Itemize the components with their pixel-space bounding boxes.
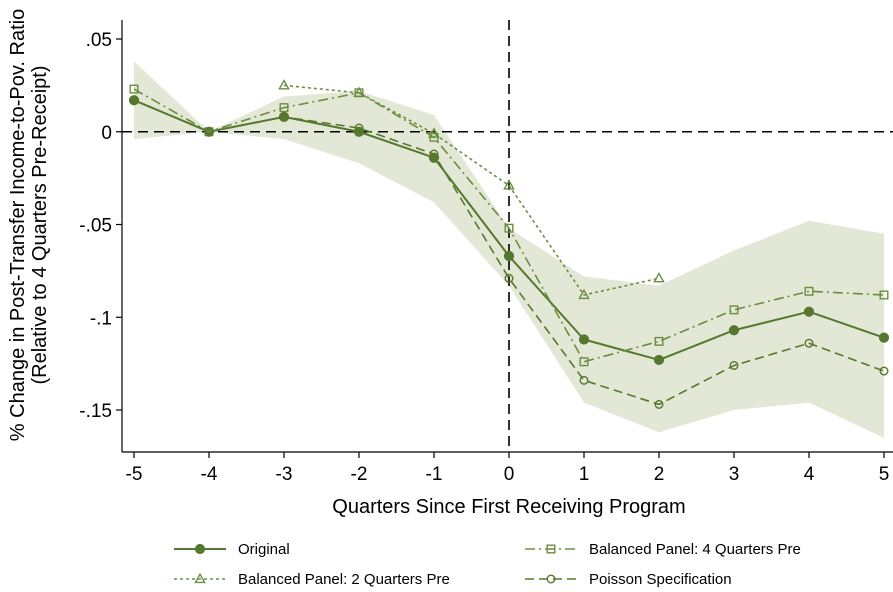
data-point (729, 305, 739, 315)
y-axis-title-line1: % Change in Post-Transfer Income-to-Pov.… (7, 9, 29, 441)
y-tick-label: -.1 (90, 308, 112, 329)
legend-item-poisson-specification: Poisson Specification (525, 571, 732, 588)
legend-item-balanced-panel-4-quarters-pre: Balanced Panel: 4 Quarters Pre (525, 541, 801, 558)
legend-label: Balanced Panel: 2 Quarters Pre (238, 571, 450, 588)
data-point (728, 325, 740, 336)
x-tick-label: -3 (276, 464, 293, 485)
data-point (579, 357, 589, 367)
x-tick-label: 4 (804, 464, 815, 485)
legend-item-balanced-panel-2-quarters-pre: Balanced Panel: 2 Quarters Pre (174, 571, 450, 588)
data-point (354, 88, 364, 98)
data-point (879, 366, 889, 376)
data-point (279, 103, 289, 113)
x-tick-label: -5 (126, 464, 143, 485)
data-point (429, 132, 439, 142)
x-tick-label: -1 (426, 464, 443, 485)
data-point (804, 286, 814, 296)
data-point (579, 375, 589, 385)
data-point (878, 332, 890, 343)
data-point (654, 399, 664, 409)
legend-item-original: Original (174, 541, 290, 558)
x-tick-label: 2 (654, 464, 665, 485)
data-point (354, 123, 364, 133)
data-point (279, 112, 289, 122)
x-axis-title: Quarters Since First Receiving Program (332, 496, 685, 518)
data-point (129, 95, 139, 105)
data-point (803, 306, 815, 317)
data-point (578, 288, 590, 300)
data-point (503, 179, 515, 190)
data-point (653, 272, 665, 283)
legend: Original Balanced Panel: 4 Quarters Pre Ba… (174, 541, 801, 588)
axes: .05 0 -.05 -.1 -.15 -5 -4 -3 -2 -1 0 1 2 3 4 5 (79, 20, 893, 485)
series-layer (128, 79, 890, 409)
x-tick-label: 0 (504, 464, 515, 485)
data-point (129, 84, 139, 94)
x-tick-label: -4 (201, 464, 218, 485)
y-tick-label: .05 (86, 30, 112, 51)
y-tick-label: -.05 (79, 216, 112, 237)
series-poisson-specification (129, 95, 889, 409)
data-point (654, 336, 664, 346)
legend-label: Original (238, 541, 290, 558)
legend-marker (546, 544, 556, 554)
x-tick-label: -2 (351, 464, 368, 485)
data-point (804, 338, 814, 348)
data-point (653, 354, 665, 366)
data-point (429, 149, 439, 159)
series-line (133, 88, 885, 363)
series-line (133, 99, 885, 406)
legend-marker (194, 572, 206, 584)
y-axis-title-line2: (Relative to 4 Quarters Pre-Receipt) (29, 65, 51, 384)
x-tick-label: 1 (579, 464, 590, 485)
data-point (503, 250, 515, 262)
reference-lines (122, 20, 893, 452)
legend-marker (194, 543, 206, 555)
x-tick-label: 3 (729, 464, 740, 485)
legend-marker (546, 574, 556, 584)
x-tick-label: 5 (879, 464, 890, 485)
data-point (879, 290, 889, 300)
series-original (128, 95, 890, 366)
data-point (578, 334, 590, 345)
y-tick-label: 0 (101, 123, 112, 144)
legend-label: Balanced Panel: 4 Quarters Pre (589, 541, 801, 558)
data-point (204, 127, 214, 137)
data-point (278, 79, 290, 90)
data-point (504, 223, 514, 233)
series-line (283, 84, 660, 296)
data-point (729, 360, 739, 370)
legend-label: Poisson Specification (589, 571, 732, 588)
data-point (504, 273, 514, 283)
y-tick-label: -.15 (79, 401, 112, 422)
